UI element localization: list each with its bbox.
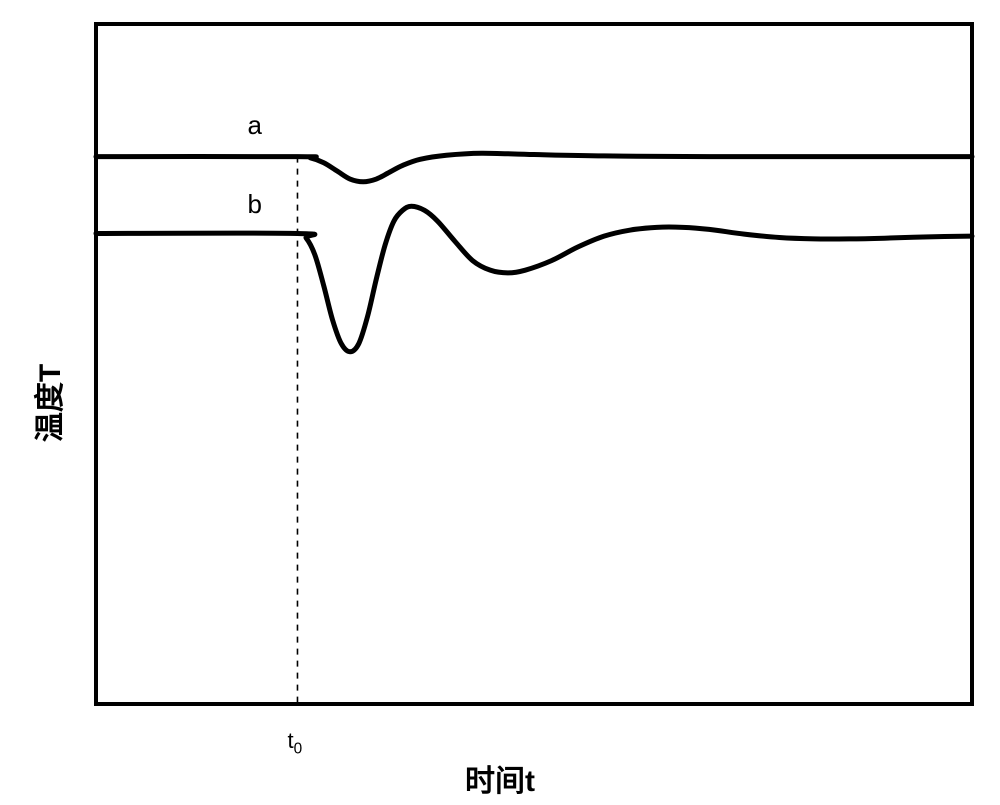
chart-container: 温度T 时间t a b t0 [0, 0, 1000, 805]
t0-tick-label: t0 [287, 728, 302, 758]
curve-a-label: a [248, 110, 262, 141]
t0-sub: 0 [294, 740, 303, 757]
curve-a [96, 153, 972, 182]
curve-b-label: b [248, 189, 262, 220]
x-axis-label: 时间t [465, 756, 535, 800]
y-axis-label: 温度T [25, 363, 69, 441]
chart-svg [0, 0, 1000, 805]
curve-b [96, 206, 972, 352]
